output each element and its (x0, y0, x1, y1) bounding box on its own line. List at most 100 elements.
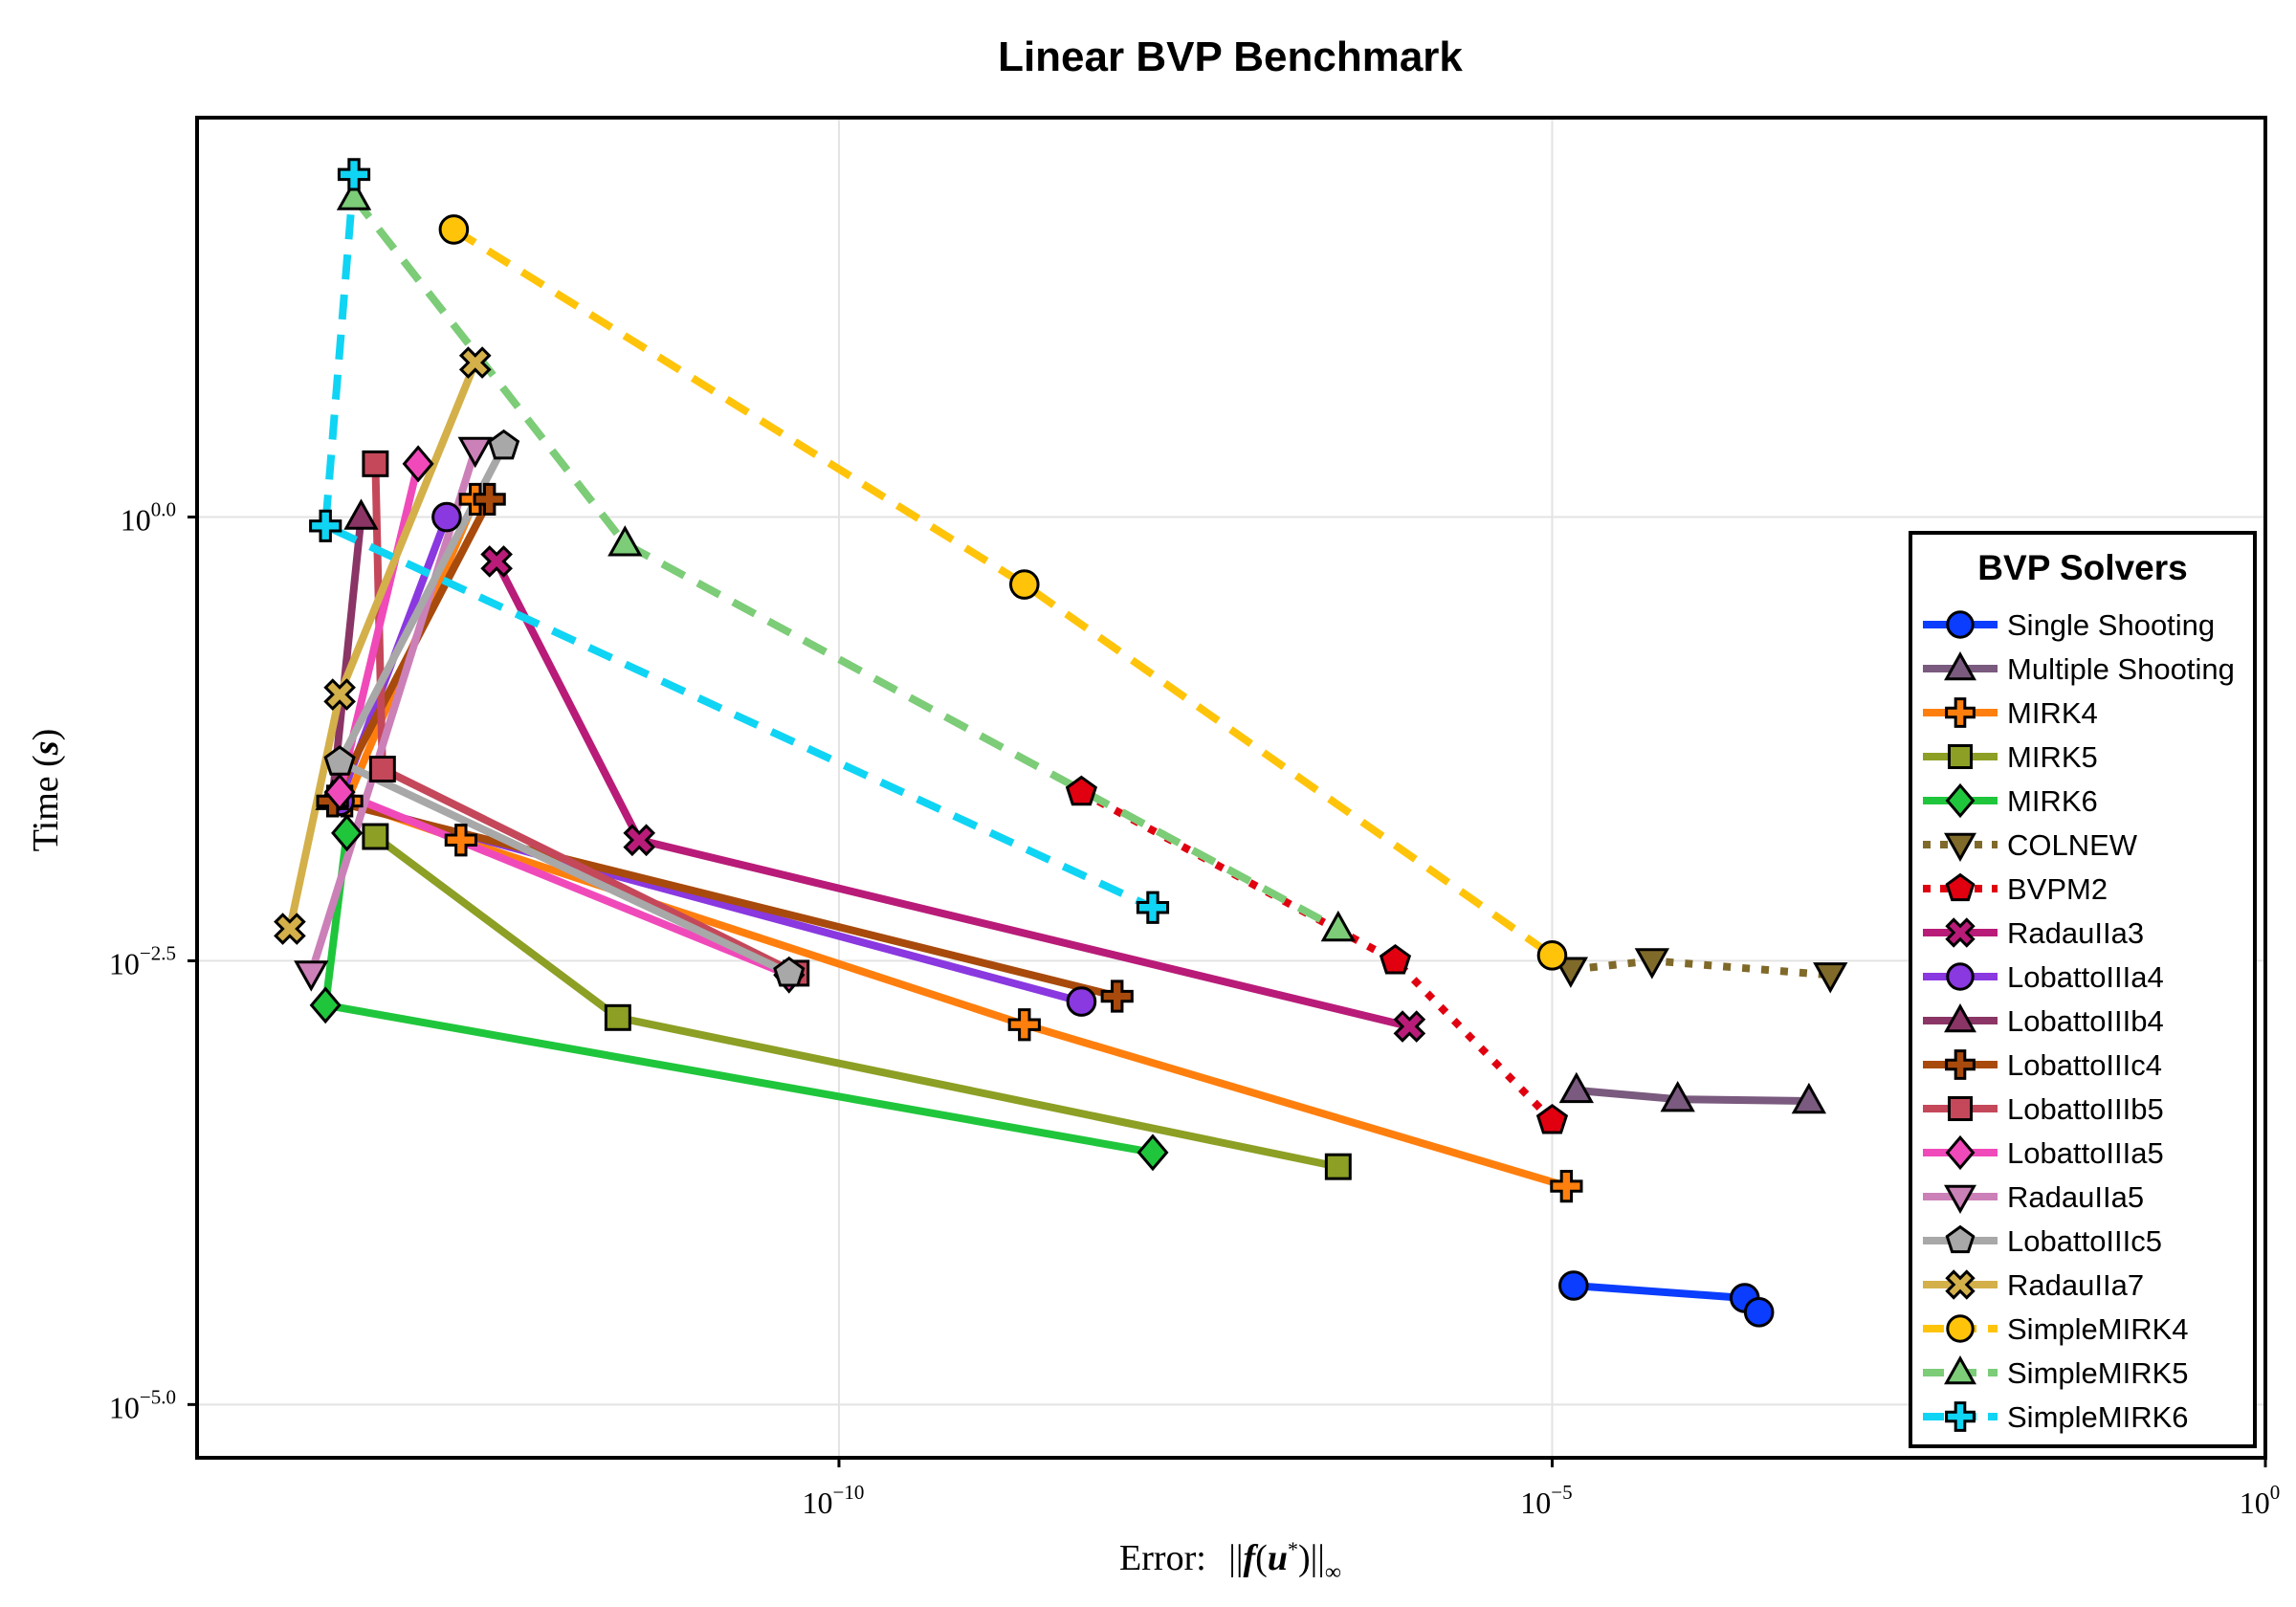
data-point-lobattoiiia5 (323, 773, 356, 811)
legend-item-colnew: COLNEW (1923, 828, 2138, 862)
data-point-lobattoiiia4 (431, 501, 462, 533)
series-markers (274, 158, 1848, 1328)
y-tick-exponent: −2.5 (140, 941, 176, 964)
data-point-radauiia7 (274, 913, 306, 945)
data-point-colnew (1813, 962, 1848, 994)
legend-label: LobattoIIIc5 (2007, 1224, 2162, 1258)
legend-marker (1947, 743, 1974, 770)
data-point-mirk5 (604, 1003, 631, 1031)
legend-item-lobattoiiia4: LobattoIIIa4 (1923, 960, 2164, 994)
plot-frame (195, 116, 2267, 1460)
legend-marker (1945, 782, 1976, 819)
x-tick-label: 10−10 (803, 1481, 865, 1520)
series-line-radauiia5 (307, 448, 479, 975)
x-tick-base: 10 (1520, 1486, 1551, 1520)
data-point-simplemirk4 (438, 214, 470, 245)
legend-label: SimpleMIRK6 (2007, 1400, 2189, 1434)
legend-label: SimpleMIRK4 (2007, 1312, 2189, 1346)
legend-item-radauiia5: RadauIIa5 (1923, 1180, 2144, 1214)
legend-marker (1945, 1401, 1976, 1432)
legend-label: RadauIIa5 (2007, 1180, 2144, 1214)
data-point-mirk4 (1007, 1008, 1041, 1042)
data-point-mirk5 (362, 823, 389, 850)
legend-item-lobattoiiic4: LobattoIIIc4 (1923, 1048, 2162, 1082)
y-tick-base: 10 (109, 946, 140, 980)
x-tick-base: 10 (803, 1486, 833, 1520)
legend-item-mirk5: MIRK5 (1923, 740, 2098, 774)
data-point-radauiia7 (323, 678, 356, 711)
data-point-single-shooting (1743, 1297, 1775, 1328)
legend-marker (1946, 610, 1975, 639)
legend-label: MIRK5 (2007, 740, 2098, 774)
legend-marker (1945, 697, 1976, 728)
legend-item-single-shooting: Single Shooting (1923, 608, 2215, 642)
data-point-bvpm2 (1379, 943, 1412, 975)
y-tick-exponent: −5.0 (140, 1385, 176, 1408)
data-point-simplemirk5 (336, 179, 372, 210)
data-point-simplemirk5 (607, 525, 643, 557)
data-point-multiple-shooting (1558, 1071, 1594, 1104)
data-point-mirk6 (1137, 1134, 1169, 1172)
legend-label: COLNEW (2007, 828, 2138, 862)
data-point-bvpm2 (1065, 775, 1098, 806)
legend-label: LobattoIIIb5 (2007, 1092, 2164, 1126)
legend-label: Multiple Shooting (2007, 652, 2235, 686)
data-point-simplemirk5 (1320, 910, 1356, 942)
data-point-radauiia3 (1393, 1010, 1426, 1043)
series-line-bvpm2 (1079, 788, 1556, 1124)
data-point-simplemirk4 (1009, 569, 1040, 600)
y-axis-label: Time (s) (26, 729, 66, 851)
legend-marker (1945, 1269, 1976, 1300)
legend-item-lobattoiiia5: LobattoIIIa5 (1923, 1134, 2164, 1171)
legend-label: MIRK6 (2007, 784, 2098, 818)
x-axis-label: Error: ||f(u*)||∞ (1119, 1537, 1341, 1585)
legend-item-simplemirk5: SimpleMIRK5 (1923, 1355, 2189, 1390)
data-point-lobattoiiic5 (773, 956, 806, 987)
x-tick-exponent: −10 (833, 1481, 865, 1504)
series-line-simplemirk5 (350, 195, 1340, 933)
data-point-mirk5 (1324, 1153, 1352, 1180)
data-point-lobattoiiia4 (1066, 986, 1097, 1017)
y-tick-base: 10 (109, 1390, 140, 1424)
data-point-multiple-shooting (1660, 1080, 1695, 1112)
legend-marker (1945, 1134, 1976, 1171)
legend-items: Single Shooting Multiple Shooting MIRK4 MIR… (1923, 608, 2235, 1434)
legend-marker (1945, 1049, 1976, 1080)
data-point-mirk6 (309, 986, 342, 1024)
legend-item-radauiia3: RadauIIa3 (1923, 916, 2144, 950)
legend-item-lobattoiiib4: LobattoIIIb4 (1923, 1003, 2164, 1038)
legend-item-radauiia7: RadauIIa7 (1923, 1268, 2144, 1302)
data-point-lobattoiiib4 (343, 498, 379, 530)
legend-label: Single Shooting (2007, 608, 2215, 642)
legend-item-mirk6: MIRK6 (1923, 782, 2098, 819)
data-point-lobattoiiic4 (1100, 980, 1134, 1013)
legend-marker (1945, 872, 1976, 902)
series-line-simplemirk4 (452, 226, 1555, 959)
data-point-radauiia3 (480, 545, 513, 578)
legend-marker (1944, 1184, 1976, 1214)
data-point-lobattoiiia5 (402, 445, 434, 483)
data-point-bvpm2 (1535, 1103, 1569, 1134)
x-axis-ticks: 10−10 10−5 100 (803, 1458, 2281, 1520)
legend-label: RadauIIa7 (2007, 1268, 2144, 1302)
legend-label: LobattoIIIa5 (2007, 1136, 2164, 1170)
legend-item-lobattoiiib5: LobattoIIIb5 (1923, 1092, 2164, 1126)
legend-marker (1945, 917, 1976, 948)
data-point-mirk4 (444, 824, 477, 857)
data-point-radauiia5 (457, 436, 493, 469)
legend-marker (1944, 1355, 1976, 1385)
data-point-lobattoiiib5 (362, 450, 389, 477)
data-point-mirk6 (331, 814, 364, 852)
data-point-simplemirk6 (309, 509, 342, 542)
x-tick-label: 100 (2240, 1481, 2281, 1520)
legend-label: RadauIIa3 (2007, 916, 2144, 950)
data-point-colnew (1634, 948, 1670, 980)
x-tick-exponent: −5 (1551, 1481, 1572, 1504)
x-axis-label-text: Error: ||f(u*)||∞ (1119, 1537, 1341, 1585)
x-tick-label: 10−5 (1520, 1481, 1572, 1520)
legend-marker (1946, 1314, 1975, 1343)
data-point-simplemirk6 (1136, 891, 1170, 924)
data-point-lobattoiiib5 (368, 756, 396, 782)
data-point-mirk4 (1550, 1169, 1583, 1203)
